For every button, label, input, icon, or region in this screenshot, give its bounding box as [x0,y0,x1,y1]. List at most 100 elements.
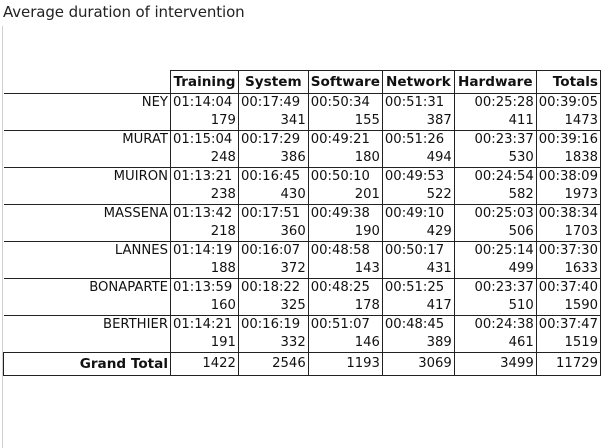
count-cell-system: 332 [237,334,309,353]
count-cell-software: 180 [307,149,383,168]
row-header: MUIRON [3,167,171,205]
grand-total-network: 3069 [381,352,455,376]
count-cell-network: 431 [381,260,455,279]
table-row: 179 341 155 387 411 1473 [4,112,601,131]
count-cell-totals: 1838 [535,149,601,168]
duration-cell-system: 00:16:07 [237,241,309,260]
col-header-training: Training [170,70,239,94]
header-corner [4,71,171,94]
count-cell-network: 389 [381,334,455,353]
count-cell-software: 201 [307,186,383,205]
duration-cell-system: 00:18:22 [237,278,309,297]
duration-cell-hardware: 00:24:54 [453,167,537,186]
row-header: MASSENA [3,204,171,242]
count-cell-training: 191 [170,334,239,353]
count-cell-totals: 1519 [535,334,601,353]
duration-cell-software: 00:49:21 [307,130,383,149]
count-cell-software: 146 [307,334,383,353]
count-cell-network: 387 [381,112,455,131]
table-body: NEY 01:14:04 00:17:49 00:50:34 00:51:31 00:25… [3,93,601,353]
count-cell-network: 494 [381,149,455,168]
duration-cell-training: 01:13:21 [170,167,239,186]
left-border [2,26,3,448]
count-cell-training: 188 [170,260,239,279]
duration-cell-hardware: 00:23:37 [453,130,537,149]
duration-cell-training: 01:14:19 [170,241,239,260]
table-row: MASSENA 01:13:42 00:17:51 00:49:38 00:49:10 0… [3,204,601,242]
duration-cell-hardware: 00:25:14 [453,241,537,260]
count-cell-totals: 1633 [535,260,601,279]
duration-cell-totals: 00:38:34 [535,204,601,223]
duration-cell-training: 01:14:04 [170,93,239,112]
duration-cell-software: 00:50:34 [307,93,383,112]
col-header-network: Network [381,70,455,94]
duration-cell-system: 00:17:49 [237,93,309,112]
count-cell-network: 417 [381,297,455,316]
table-row: 238 430 201 522 582 1973 [4,186,601,205]
duration-cell-training: 01:14:21 [170,315,239,334]
duration-cell-system: 00:17:51 [237,204,309,223]
duration-cell-totals: 00:37:47 [535,315,601,334]
col-header-hardware: Hardware [453,70,537,94]
duration-cell-software: 00:50:10 [307,167,383,186]
table-row: MUIRON 01:13:21 00:16:45 00:50:10 00:49:53 00… [3,167,601,205]
count-cell-software: 190 [307,223,383,242]
duration-cell-network: 00:49:53 [381,167,455,186]
duration-cell-training: 01:13:59 [170,278,239,297]
duration-cell-network: 00:51:26 [381,130,455,149]
row-header: MURAT [3,130,171,168]
count-cell-training: 238 [170,186,239,205]
count-cell-hardware: 510 [453,297,537,316]
count-cell-system: 341 [237,112,309,131]
grand-total-totals: 11729 [535,352,601,376]
duration-cell-training: 01:15:04 [170,130,239,149]
duration-cell-hardware: 00:25:28 [453,93,537,112]
duration-cell-system: 00:16:19 [237,315,309,334]
row-header: BONAPARTE [3,278,171,316]
grand-total-system: 2546 [237,352,309,376]
count-cell-software: 178 [307,297,383,316]
count-cell-hardware: 530 [453,149,537,168]
count-cell-totals: 1590 [535,297,601,316]
count-cell-training: 218 [170,223,239,242]
duration-cell-totals: 00:38:09 [535,167,601,186]
grand-total-hardware: 3499 [453,352,537,376]
duration-cell-network: 00:51:25 [381,278,455,297]
count-cell-training: 248 [170,149,239,168]
count-cell-training: 160 [170,297,239,316]
table-row: MURAT 01:15:04 00:17:29 00:49:21 00:51:26 00:… [3,130,601,168]
grand-total-row: Grand Total 1422 2546 1193 3069 3499 117… [3,352,601,376]
duration-cell-network: 00:51:31 [381,93,455,112]
count-cell-system: 430 [237,186,309,205]
count-cell-totals: 1473 [535,112,601,131]
table-row: 218 360 190 429 506 1703 [4,223,601,242]
duration-cell-system: 00:17:29 [237,130,309,149]
duration-cell-training: 01:13:42 [170,204,239,223]
duration-cell-software: 00:48:58 [307,241,383,260]
duration-cell-network: 00:50:17 [381,241,455,260]
duration-cell-network: 00:49:10 [381,204,455,223]
duration-cell-network: 00:48:45 [381,315,455,334]
count-cell-totals: 1973 [535,186,601,205]
count-cell-totals: 1703 [535,223,601,242]
duration-cell-totals: 00:37:40 [535,278,601,297]
table-row: 160 325 178 417 510 1590 [4,297,601,316]
col-header-totals: Totals [535,70,601,94]
duration-cell-totals: 00:37:30 [535,241,601,260]
count-cell-network: 522 [381,186,455,205]
col-header-system: System [237,70,309,94]
duration-cell-hardware: 00:25:03 [453,204,537,223]
table-row: NEY 01:14:04 00:17:49 00:50:34 00:51:31 00:25… [3,93,601,131]
count-cell-software: 143 [307,260,383,279]
grand-total-label: Grand Total [3,352,171,376]
count-cell-hardware: 506 [453,223,537,242]
count-cell-system: 386 [237,149,309,168]
duration-cell-totals: 00:39:16 [535,130,601,149]
duration-cell-software: 00:48:25 [307,278,383,297]
count-cell-hardware: 461 [453,334,537,353]
count-cell-hardware: 582 [453,186,537,205]
table-row: LANNES 01:14:19 00:16:07 00:48:58 00:50:17 00… [3,241,601,279]
duration-cell-hardware: 00:23:37 [453,278,537,297]
count-cell-system: 360 [237,223,309,242]
col-header-software: Software [307,70,383,94]
